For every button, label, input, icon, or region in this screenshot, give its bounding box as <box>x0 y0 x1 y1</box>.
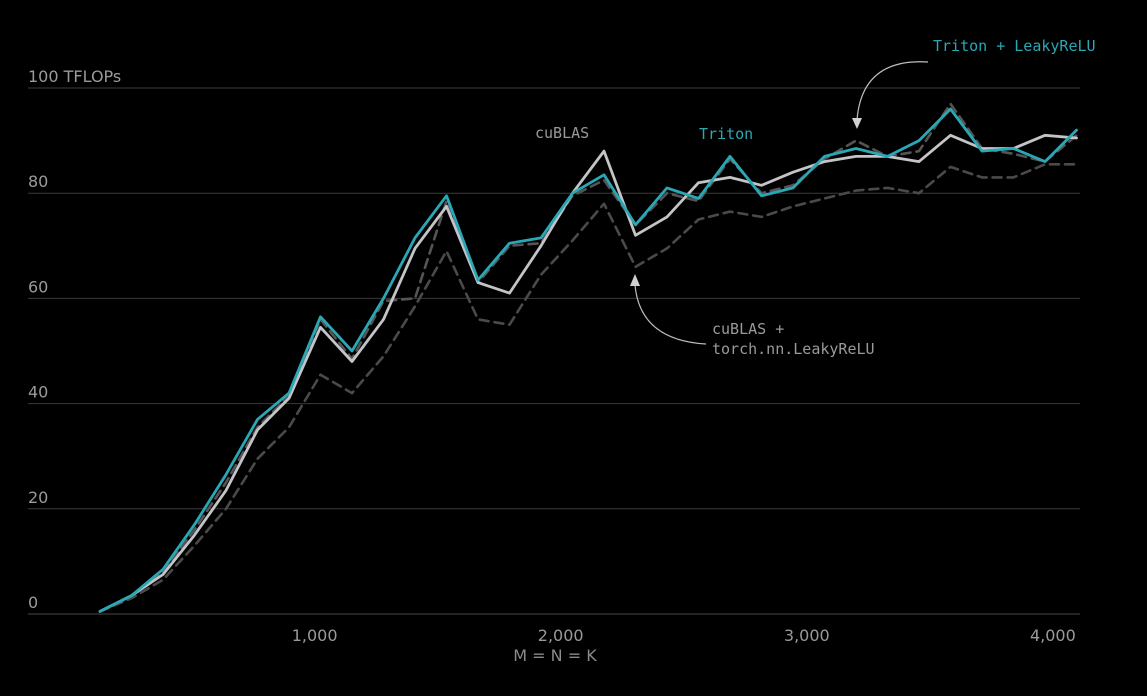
x-tick-label: 2,000 <box>538 626 584 645</box>
arrowhead-cublas-torch <box>630 274 640 286</box>
y-axis-unit-label: 100 TFLOPs <box>28 67 121 86</box>
annotation-cublas-torch-line1: cuBLAS + <box>712 320 784 338</box>
annotation-triton: Triton <box>699 125 753 143</box>
series-line-triton-leakyrelu <box>98 102 1078 613</box>
arrowhead-triton-leakyrelu <box>852 118 862 129</box>
y-tick-label: 60 <box>28 277 48 296</box>
y-axis-tick-labels: 0 20 40 60 80 <box>28 172 48 612</box>
series-line-cublas-torch-nn-leakyrelu <box>98 163 1078 613</box>
series-line-cublas <box>98 133 1078 613</box>
y-tick-label: 80 <box>28 172 48 191</box>
x-axis-title: M = N = K <box>513 646 597 665</box>
y-tick-label: 20 <box>28 488 48 507</box>
series-line-triton <box>98 107 1078 613</box>
x-tick-label: 3,000 <box>784 626 830 645</box>
arrow-triton-leakyrelu <box>856 61 929 121</box>
x-tick-label: 1,000 <box>292 626 338 645</box>
x-axis-tick-labels: 1,000 2,000 3,000 4,000 <box>292 626 1076 645</box>
y-tick-label: 40 <box>28 383 48 402</box>
annotation-cublas-torch-line2: torch.nn.LeakyReLU <box>712 340 875 358</box>
x-tick-label: 4,000 <box>1030 626 1076 645</box>
annotation-triton-leakyrelu: Triton + LeakyReLU <box>933 37 1096 55</box>
arrow-cublas-torch <box>634 284 707 345</box>
annotation-cublas: cuBLAS <box>535 124 589 142</box>
y-tick-label: 0 <box>28 593 38 612</box>
series-lines <box>98 102 1078 613</box>
